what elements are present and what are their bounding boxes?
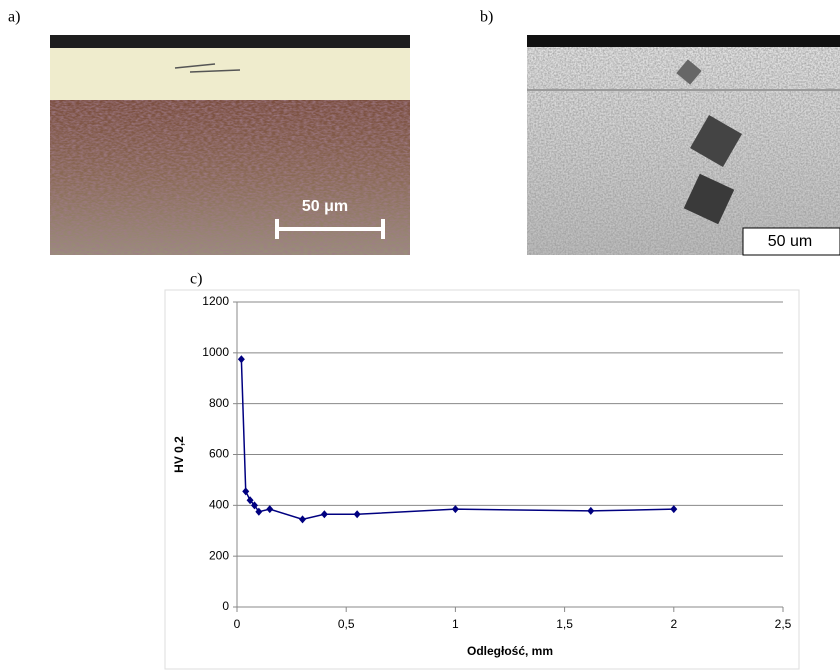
y-tick-label: 0 [222, 599, 229, 613]
y-tick-label: 800 [209, 396, 229, 410]
coating-layer [50, 48, 410, 100]
x-tick-label: 0,5 [338, 617, 355, 631]
indent [676, 59, 702, 85]
x-tick-label: 1,5 [556, 617, 573, 631]
micrograph-a: 50 μm [50, 35, 410, 255]
series-line [240, 359, 674, 521]
y-tick-label: 600 [209, 447, 229, 461]
y-tick-label: 200 [209, 548, 229, 562]
marker [237, 355, 245, 364]
texture [50, 100, 410, 255]
crack [174, 63, 241, 73]
marker [299, 515, 307, 524]
marker [246, 496, 254, 505]
marker [451, 505, 459, 514]
edge [527, 35, 840, 47]
marker [320, 510, 328, 519]
marker [255, 507, 263, 516]
indent [690, 115, 742, 167]
marker [266, 505, 274, 514]
marker [250, 501, 258, 510]
x-axis-title: Odległość, mm [467, 644, 553, 658]
marker [587, 506, 595, 515]
x-tick-label: 2 [670, 617, 677, 631]
panel-label: b) [480, 9, 493, 26]
x-tick-label: 2,5 [775, 617, 792, 631]
indent [683, 173, 735, 225]
marker [353, 510, 361, 519]
micrograph-b: 50 um [527, 35, 840, 256]
x-tick-label: 1 [452, 617, 459, 631]
y-axis-title: HV 0,2 [172, 436, 186, 473]
y-tick-label: 400 [209, 498, 229, 512]
y-tick-label: 1200 [202, 294, 229, 308]
panel-label: c) [190, 271, 202, 288]
y-tick-label: 1000 [202, 345, 229, 359]
scale-box [742, 227, 840, 256]
scale-label: 50 μm [302, 198, 348, 215]
chart-frame [164, 289, 800, 670]
x-tick-label: 0 [234, 617, 241, 631]
marker [670, 505, 678, 514]
scale-bar [275, 219, 385, 239]
chart: 0 200 400 600 800 1000 1200 0 0,5 1 1,5 2 2,5 Odległo… [172, 294, 791, 658]
panel-label: a) [8, 9, 20, 26]
marker [242, 487, 250, 496]
scale-label: 50 um [768, 233, 812, 250]
